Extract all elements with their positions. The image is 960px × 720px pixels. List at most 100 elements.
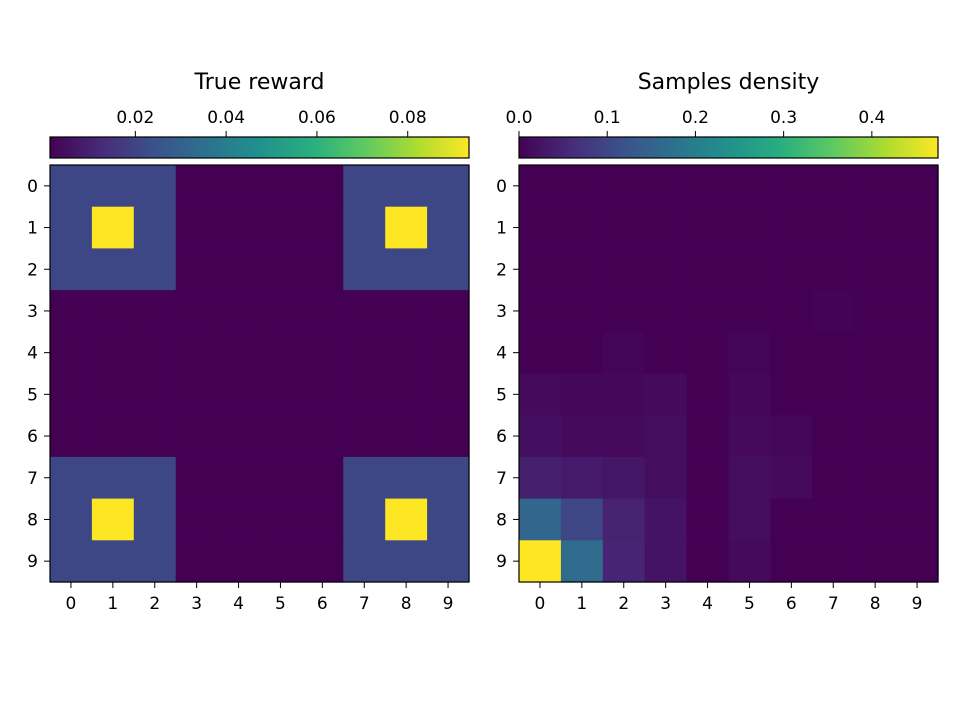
heatmap-cell	[91, 290, 135, 333]
heatmap-cell	[770, 540, 813, 583]
heatmap-cell	[343, 373, 386, 416]
y-tick-label: 3	[27, 302, 38, 322]
heatmap-cell	[50, 206, 93, 249]
y-tick-label: 7	[27, 469, 38, 489]
colorbar-tick-label: 0.0	[505, 108, 532, 128]
heatmap-cell	[602, 540, 646, 583]
heatmap-cell	[217, 373, 261, 416]
x-tick-label: 3	[191, 594, 202, 614]
x-tick-label: 7	[828, 594, 839, 614]
heatmap-cell	[343, 206, 386, 249]
heatmap-cell	[519, 248, 562, 291]
heatmap-cell	[686, 165, 730, 208]
colorbar-tick-label: 0.1	[594, 108, 621, 128]
x-tick-label: 1	[576, 594, 587, 614]
x-tick-label: 4	[702, 594, 713, 614]
heatmap-cell	[133, 331, 177, 375]
heatmap-cell	[385, 206, 428, 249]
heatmap-cell	[343, 331, 386, 375]
colorbar-tick-label: 0.3	[770, 108, 797, 128]
colorbar-tick-label: 0.02	[116, 108, 154, 128]
heatmap-cell	[217, 248, 261, 291]
y-tick-label: 3	[496, 302, 507, 322]
heatmap-cell	[259, 290, 302, 333]
heatmap-cell	[91, 248, 135, 291]
heatmap-cell	[896, 206, 939, 249]
x-tick-label: 8	[870, 594, 881, 614]
heatmap-cell	[133, 415, 177, 458]
x-tick-label: 6	[786, 594, 797, 614]
heatmap-cells	[50, 165, 470, 583]
heatmap-cell	[770, 456, 813, 500]
heatmap-cell	[854, 415, 897, 458]
heatmap-cell	[812, 540, 855, 583]
x-tick-label: 2	[618, 594, 629, 614]
y-tick-label: 2	[27, 260, 38, 280]
heatmap-cell	[854, 331, 897, 375]
heatmap-cell	[217, 331, 261, 375]
heatmap-cell	[91, 165, 135, 208]
heatmap-cell	[385, 540, 428, 583]
heatmap-cell	[175, 456, 219, 500]
heatmap-cell	[896, 498, 939, 541]
heatmap-cell	[427, 498, 470, 541]
heatmap-cell	[91, 331, 135, 375]
heatmap-cell	[50, 540, 93, 583]
heatmap-cell	[686, 415, 730, 458]
heatmap-cell	[896, 540, 939, 583]
axis-ticks: 0 1 2 3 4 5 6 7 8 9 0 1 2 3 4 5 6 7 8 9	[27, 177, 453, 614]
heatmap-cell	[686, 248, 730, 291]
y-tick-label: 5	[27, 385, 38, 405]
colorbar-gradient	[518, 136, 939, 159]
x-tick-label: 0	[535, 594, 546, 614]
heatmap-cell	[728, 415, 771, 458]
heatmap-cell	[343, 456, 386, 500]
heatmap-cell	[385, 290, 428, 333]
heatmap-cell	[812, 373, 855, 416]
heatmap-cell	[854, 456, 897, 500]
heatmap-cell	[217, 206, 261, 249]
y-tick-label: 1	[496, 219, 507, 239]
x-tick-label: 8	[401, 594, 412, 614]
y-tick-label: 8	[496, 510, 507, 530]
heatmap-cell	[728, 498, 771, 541]
heatmap-cell	[519, 290, 562, 333]
heatmap-cell	[896, 290, 939, 333]
heatmap-cell	[728, 540, 771, 583]
heatmap-cell	[343, 415, 386, 458]
heatmap-cell	[217, 540, 261, 583]
heatmap-cell	[644, 248, 688, 291]
x-tick-label: 3	[660, 594, 671, 614]
y-tick-label: 4	[496, 344, 507, 364]
heatmap-cell	[896, 373, 939, 416]
heatmap-cell	[644, 498, 688, 541]
heatmap-cell	[259, 415, 302, 458]
heatmap-cell	[519, 331, 562, 375]
heatmap-cell	[259, 373, 302, 416]
x-tick-label: 5	[744, 594, 755, 614]
heatmap-cell	[770, 498, 813, 541]
heatmap-cell	[686, 331, 730, 375]
heatmap-cell	[770, 206, 813, 249]
x-tick-label: 6	[317, 594, 328, 614]
heatmap-cell	[91, 415, 135, 458]
heatmap-cell	[770, 331, 813, 375]
heatmap-cell	[427, 206, 470, 249]
heatmap-cell	[50, 165, 93, 208]
heatmap-cell	[644, 290, 688, 333]
heatmap-cell	[301, 373, 344, 416]
heatmap-cell	[427, 540, 470, 583]
heatmap-cell	[519, 415, 562, 458]
heatmap-cell	[560, 206, 604, 249]
colorbar-ticks: 0.02 0.04 0.06 0.08	[116, 108, 427, 137]
heatmap-cell	[175, 373, 219, 416]
y-tick-label: 9	[27, 552, 38, 572]
heatmap-cell	[560, 248, 604, 291]
heatmap-cell	[217, 290, 261, 333]
heatmap-cell	[812, 248, 855, 291]
heatmap-cell	[602, 248, 646, 291]
y-tick-label: 8	[27, 510, 38, 530]
heatmap-cell	[896, 165, 939, 208]
heatmap-cell	[728, 290, 771, 333]
heatmap-cell	[896, 248, 939, 291]
